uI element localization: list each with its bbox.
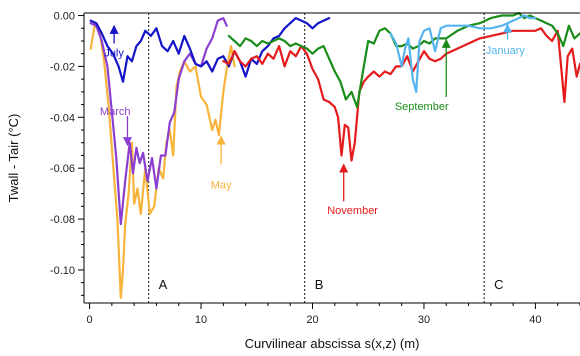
y-tick-label: -0.08: [50, 214, 75, 226]
region-label: B: [315, 277, 324, 292]
region-label: A: [159, 277, 168, 292]
series-line-january: [389, 14, 537, 94]
x-tick-label: 40: [529, 314, 541, 326]
series-line-november: [222, 27, 580, 162]
axes: 0 10 20 30 40 0.00 -0.02 -0.04 -0.06 -0.08 -0.10: [50, 11, 580, 326]
plot-area: [84, 13, 580, 303]
region-label: C: [494, 277, 503, 292]
region-dividers: A B C: [148, 13, 504, 303]
y-tick-label: 0.00: [54, 11, 75, 23]
y-tick-label: -0.10: [50, 265, 75, 277]
annotation-label-july: July: [104, 47, 124, 59]
y-tick-label: -0.06: [50, 163, 75, 175]
series-annotations: July March May November September January: [100, 23, 526, 217]
series-line-march: [89, 17, 228, 226]
x-axis-title: Curvilinear abscissa s(x,z) (m): [245, 336, 420, 351]
annotation-label-january: January: [486, 45, 526, 57]
annotation-label-november: November: [327, 205, 378, 217]
y-tick-label: -0.02: [50, 61, 75, 73]
x-tick-label: 20: [306, 314, 318, 326]
x-tick-label: 10: [195, 314, 207, 326]
x-tick-label: 0: [87, 314, 93, 326]
x-tick-label: 30: [418, 314, 430, 326]
y-axis-title: Twall - Tair (°C): [6, 114, 21, 203]
annotation-label-march: March: [100, 106, 131, 118]
annotation-label-september: September: [395, 101, 449, 113]
series-lines: [89, 11, 580, 299]
annotation-label-may: May: [211, 180, 232, 192]
y-tick-label: -0.04: [50, 112, 75, 124]
series-line-july: [89, 17, 331, 83]
